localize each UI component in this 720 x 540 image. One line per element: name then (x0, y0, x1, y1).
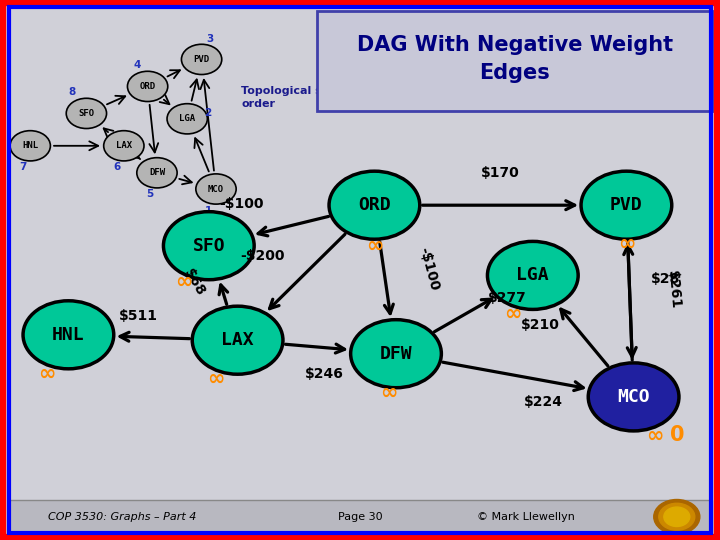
Circle shape (127, 71, 168, 102)
Text: LGA: LGA (179, 114, 195, 123)
Circle shape (588, 363, 679, 431)
Text: 4: 4 (133, 60, 140, 70)
Text: $261: $261 (665, 271, 682, 310)
Text: Page 30: Page 30 (338, 512, 382, 522)
Text: © Mark Llewellyn: © Mark Llewellyn (477, 512, 575, 522)
Circle shape (104, 131, 144, 161)
Text: SFO: SFO (192, 237, 225, 255)
Text: ORD: ORD (140, 82, 156, 91)
Text: 6: 6 (113, 163, 120, 172)
Circle shape (137, 158, 177, 188)
Text: $224: $224 (524, 395, 563, 409)
Text: ∞: ∞ (618, 234, 635, 254)
Circle shape (329, 171, 420, 239)
FancyBboxPatch shape (8, 500, 712, 534)
Text: ∞: ∞ (175, 272, 192, 292)
Text: DFW: DFW (149, 168, 165, 177)
Text: -$200: -$200 (240, 249, 285, 264)
Text: 8: 8 (68, 87, 76, 97)
Text: $170: $170 (481, 166, 520, 180)
Text: -$100: -$100 (219, 197, 264, 211)
Text: $68: $68 (181, 266, 208, 298)
Text: 7: 7 (19, 163, 27, 172)
Text: PVD: PVD (610, 196, 643, 214)
Circle shape (163, 212, 254, 280)
Text: ∞: ∞ (207, 369, 225, 389)
Text: HNL: HNL (52, 326, 85, 344)
Text: MCO: MCO (617, 388, 650, 406)
Text: $28: $28 (652, 273, 680, 286)
Circle shape (10, 131, 50, 161)
Circle shape (192, 306, 283, 374)
Text: DAG With Negative Weight
Edges: DAG With Negative Weight Edges (356, 36, 673, 83)
Text: $210: $210 (521, 319, 559, 332)
Circle shape (66, 98, 107, 129)
Text: 2: 2 (204, 109, 211, 118)
Circle shape (351, 320, 441, 388)
Circle shape (659, 503, 695, 530)
Text: SFO: SFO (78, 109, 94, 118)
Circle shape (196, 174, 236, 204)
Text: ∞: ∞ (366, 235, 383, 256)
Text: ORD: ORD (358, 196, 391, 214)
Circle shape (654, 500, 700, 534)
Text: Topological sort
order: Topological sort order (241, 86, 341, 109)
FancyBboxPatch shape (317, 11, 713, 111)
Text: ∞: ∞ (504, 304, 521, 325)
Text: -$100: -$100 (416, 245, 441, 292)
Text: 5: 5 (146, 190, 153, 199)
Text: LAX: LAX (116, 141, 132, 150)
Text: ∞: ∞ (647, 426, 664, 446)
Text: LGA: LGA (516, 266, 549, 285)
Text: COP 3530: Graphs – Part 4: COP 3530: Graphs – Part 4 (48, 512, 197, 522)
Text: PVD: PVD (194, 55, 210, 64)
Circle shape (167, 104, 207, 134)
Text: MCO: MCO (208, 185, 224, 193)
Text: ∞: ∞ (380, 383, 397, 403)
Circle shape (664, 507, 690, 526)
Text: 0: 0 (670, 424, 684, 445)
Text: ∞: ∞ (38, 363, 55, 384)
Text: HNL: HNL (22, 141, 38, 150)
Text: $246: $246 (305, 367, 343, 381)
Text: $277: $277 (488, 292, 527, 305)
Text: 1: 1 (205, 206, 212, 215)
Text: 3: 3 (207, 34, 214, 44)
Text: DFW: DFW (379, 345, 413, 363)
Circle shape (581, 171, 672, 239)
Circle shape (487, 241, 578, 309)
Circle shape (181, 44, 222, 75)
Circle shape (23, 301, 114, 369)
Text: LAX: LAX (221, 331, 254, 349)
Text: $511: $511 (119, 309, 158, 323)
